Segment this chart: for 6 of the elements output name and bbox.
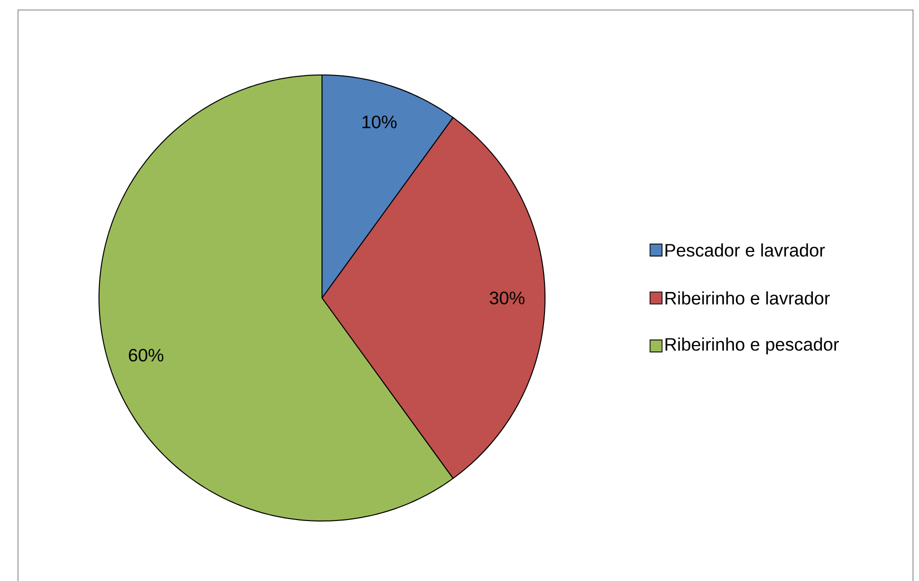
data-label: 10% xyxy=(362,116,397,128)
legend-label: Ribeirinho e pescador xyxy=(666,338,839,354)
legend-label: Ribeirinho e lavrador xyxy=(666,291,830,305)
data-label: 60% xyxy=(128,348,164,362)
data-label: 30% xyxy=(490,292,524,304)
legend-label: Pescador e lavrador xyxy=(666,243,825,257)
